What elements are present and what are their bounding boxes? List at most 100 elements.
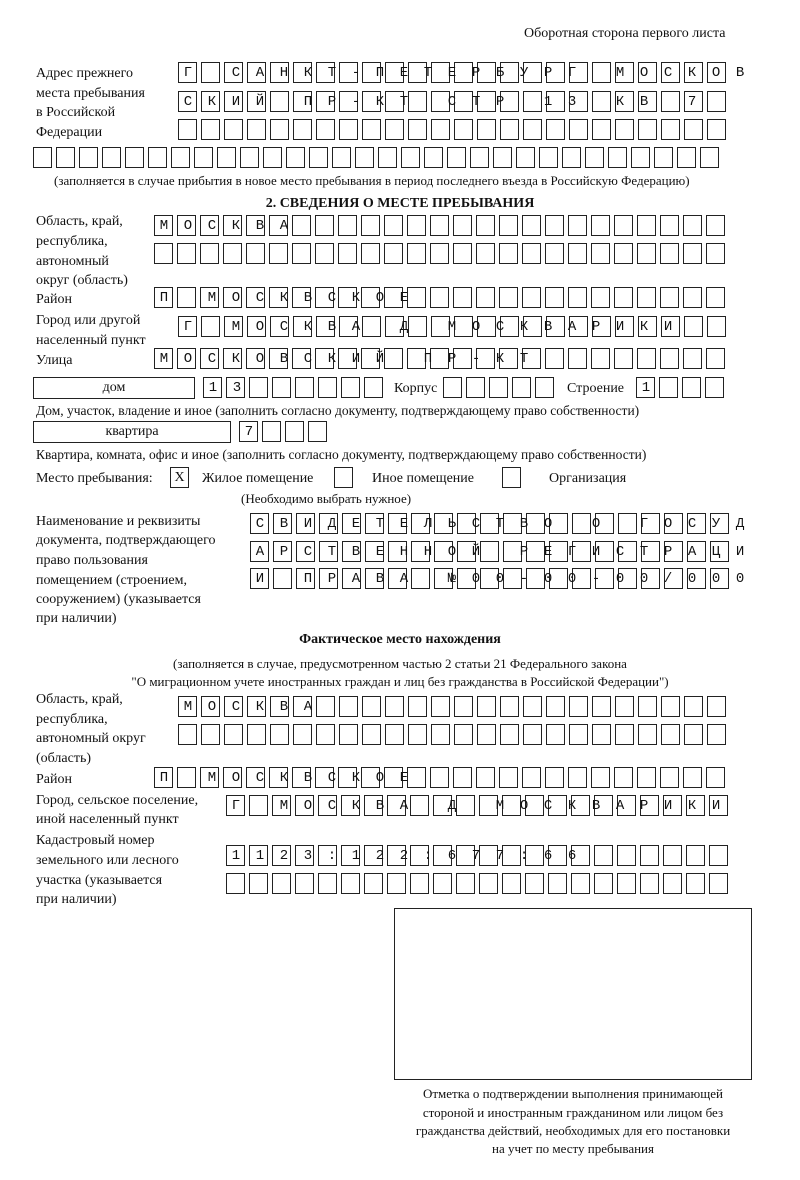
char-cell[interactable] [592, 696, 611, 717]
char-cell[interactable] [407, 287, 426, 308]
char-cell[interactable] [659, 377, 678, 398]
char-cell[interactable] [636, 377, 655, 398]
char-cell[interactable] [246, 243, 265, 264]
char-cell[interactable] [200, 243, 219, 264]
char-cell[interactable] [200, 215, 219, 236]
char-cell[interactable] [385, 119, 404, 140]
char-cell[interactable] [407, 348, 426, 369]
char-cell[interactable] [661, 724, 680, 745]
char-cell[interactable] [687, 541, 706, 562]
char-cell[interactable] [431, 724, 450, 745]
char-cell[interactable] [500, 119, 519, 140]
char-cell[interactable] [384, 287, 403, 308]
char-cell[interactable] [546, 724, 565, 745]
char-cell[interactable] [318, 845, 337, 866]
char-cell[interactable] [709, 873, 728, 894]
char-cell[interactable] [339, 724, 358, 745]
char-cell[interactable] [522, 348, 541, 369]
char-cell[interactable] [178, 62, 197, 83]
char-cell[interactable] [454, 724, 473, 745]
char-cell[interactable] [102, 147, 121, 168]
char-cell[interactable] [385, 62, 404, 83]
char-cell[interactable] [477, 119, 496, 140]
char-cell[interactable] [480, 513, 499, 534]
char-cell[interactable] [154, 767, 173, 788]
cadastre-row[interactable] [226, 873, 728, 894]
char-cell[interactable] [663, 845, 682, 866]
char-cell[interactable] [516, 147, 535, 168]
char-cell[interactable] [424, 147, 443, 168]
char-cell[interactable] [684, 316, 703, 337]
prev-address-row[interactable]: Г САНКТ-ПЕТЕРБУРГ МОСКОВ [178, 62, 744, 83]
char-cell[interactable] [661, 91, 680, 112]
char-cell[interactable] [269, 287, 288, 308]
char-cell[interactable] [295, 795, 314, 816]
char-cell[interactable] [270, 119, 289, 140]
char-cell[interactable] [546, 119, 565, 140]
region-row[interactable] [178, 724, 726, 745]
char-cell[interactable] [640, 845, 659, 866]
char-cell[interactable] [319, 568, 338, 589]
char-cell[interactable] [664, 568, 683, 589]
char-cell[interactable] [407, 243, 426, 264]
char-cell[interactable] [332, 147, 351, 168]
char-cell[interactable] [272, 873, 291, 894]
char-cell[interactable] [339, 91, 358, 112]
char-cell[interactable] [378, 147, 397, 168]
char-cell[interactable] [686, 845, 705, 866]
char-cell[interactable] [388, 513, 407, 534]
char-cell[interactable] [125, 147, 144, 168]
char-cell[interactable] [226, 845, 245, 866]
char-cell[interactable] [457, 541, 476, 562]
char-cell[interactable] [434, 513, 453, 534]
char-cell[interactable] [318, 795, 337, 816]
char-cell[interactable] [223, 215, 242, 236]
char-cell[interactable] [263, 147, 282, 168]
char-cell[interactable] [637, 215, 656, 236]
char-cell[interactable] [638, 724, 657, 745]
char-cell[interactable] [500, 696, 519, 717]
char-cell[interactable] [615, 119, 634, 140]
district-row[interactable]: П МОСКВСКОЕ [154, 767, 725, 788]
char-cell[interactable] [246, 348, 265, 369]
char-cell[interactable] [79, 147, 98, 168]
char-cell[interactable] [568, 215, 587, 236]
char-cell[interactable] [361, 243, 380, 264]
char-cell[interactable] [707, 62, 726, 83]
char-cell[interactable] [707, 119, 726, 140]
char-cell[interactable] [270, 316, 289, 337]
char-cell[interactable] [430, 243, 449, 264]
char-cell[interactable] [286, 147, 305, 168]
char-cell[interactable] [293, 91, 312, 112]
char-cell[interactable] [148, 147, 167, 168]
char-cell[interactable] [608, 147, 627, 168]
char-cell[interactable] [525, 845, 544, 866]
char-cell[interactable] [614, 215, 633, 236]
char-cell[interactable] [407, 767, 426, 788]
char-cell[interactable] [385, 91, 404, 112]
checkbox-residential[interactable]: X [170, 467, 189, 488]
char-cell[interactable] [706, 348, 725, 369]
char-cell[interactable] [569, 696, 588, 717]
char-cell[interactable] [292, 348, 311, 369]
char-cell[interactable] [637, 243, 656, 264]
char-cell[interactable] [223, 287, 242, 308]
char-cell[interactable] [654, 147, 673, 168]
flat-number-row[interactable]: 7 [239, 421, 327, 442]
char-cell[interactable] [178, 91, 197, 112]
char-cell[interactable] [226, 873, 245, 894]
char-cell[interactable] [315, 243, 334, 264]
char-cell[interactable] [477, 724, 496, 745]
char-cell[interactable] [293, 62, 312, 83]
char-cell[interactable] [365, 513, 384, 534]
char-cell[interactable] [499, 215, 518, 236]
char-cell[interactable] [433, 795, 452, 816]
char-cell[interactable] [308, 421, 327, 442]
char-cell[interactable] [411, 513, 430, 534]
char-cell[interactable] [585, 147, 604, 168]
char-cell[interactable] [454, 696, 473, 717]
char-cell[interactable] [269, 243, 288, 264]
char-cell[interactable] [706, 767, 725, 788]
char-cell[interactable] [615, 316, 634, 337]
char-cell[interactable] [407, 215, 426, 236]
